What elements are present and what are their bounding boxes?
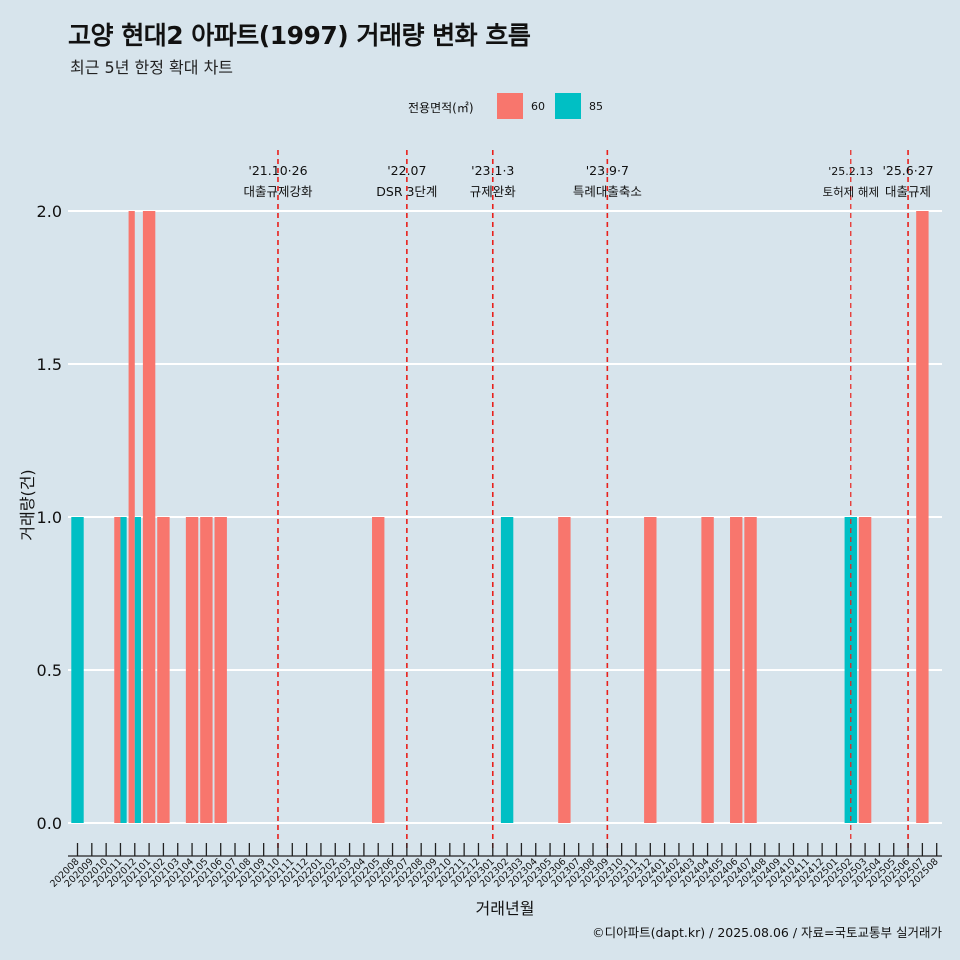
event-label: 대출규제강화 (243, 184, 313, 199)
bar (744, 517, 757, 823)
bar (128, 211, 135, 823)
y-tick-label: 1.5 (37, 355, 62, 374)
bar (185, 517, 199, 823)
bar (200, 517, 213, 823)
bar (372, 517, 385, 823)
legend: 전용면적(㎡) 60 85 (0, 92, 960, 122)
event-label: DSR 3단계 (376, 184, 437, 199)
y-tick-label: 1.0 (37, 508, 62, 527)
bar (157, 517, 170, 823)
bar (916, 211, 929, 823)
bar (120, 517, 127, 823)
event-date: '25.6·27 (882, 163, 933, 178)
x-axis-title: 거래년월 (476, 899, 535, 918)
event-label: 규제완화 (470, 184, 517, 199)
bar (558, 517, 571, 823)
event-label: 특례대출축소 (573, 184, 642, 199)
event-date: '21.10·26 (248, 163, 307, 178)
legend-swatch-85 (555, 93, 581, 119)
y-tick-label: 2.0 (37, 202, 62, 221)
bar (844, 517, 857, 823)
chart-title: 고양 현대2 아파트(1997) 거래량 변화 흐름 (68, 21, 531, 50)
y-tick-label: 0.5 (37, 661, 62, 680)
event-date: '22.07 (387, 163, 426, 178)
legend-label-60: 60 (531, 100, 545, 113)
source-caption: ©디아파트(dapt.kr) / 2025.08.06 / 자료=국토교통부 실… (592, 925, 942, 940)
legend-title: 전용면적(㎡) (408, 101, 474, 115)
bar (71, 517, 84, 823)
bar (134, 517, 141, 823)
bar (500, 517, 514, 823)
bar (142, 211, 156, 823)
event-date: '23.1·3 (471, 163, 514, 178)
event-date: '23.9·7 (586, 163, 629, 178)
y-axis-title: 거래량(건) (18, 469, 37, 540)
bar (858, 517, 872, 823)
legend-label-85: 85 (589, 100, 603, 113)
bar (644, 517, 657, 823)
bar (730, 517, 743, 823)
chart-subtitle: 최근 5년 한정 확대 차트 (70, 58, 234, 77)
event-date: '25.2.13 (828, 165, 873, 178)
y-tick-label: 0.0 (37, 814, 62, 833)
bar (701, 517, 714, 823)
legend-swatch-60 (497, 93, 523, 119)
bar (114, 517, 121, 823)
event-label: 대출규제 (885, 184, 931, 199)
event-label: 토허제 해제 (822, 185, 879, 199)
bar (214, 517, 227, 823)
